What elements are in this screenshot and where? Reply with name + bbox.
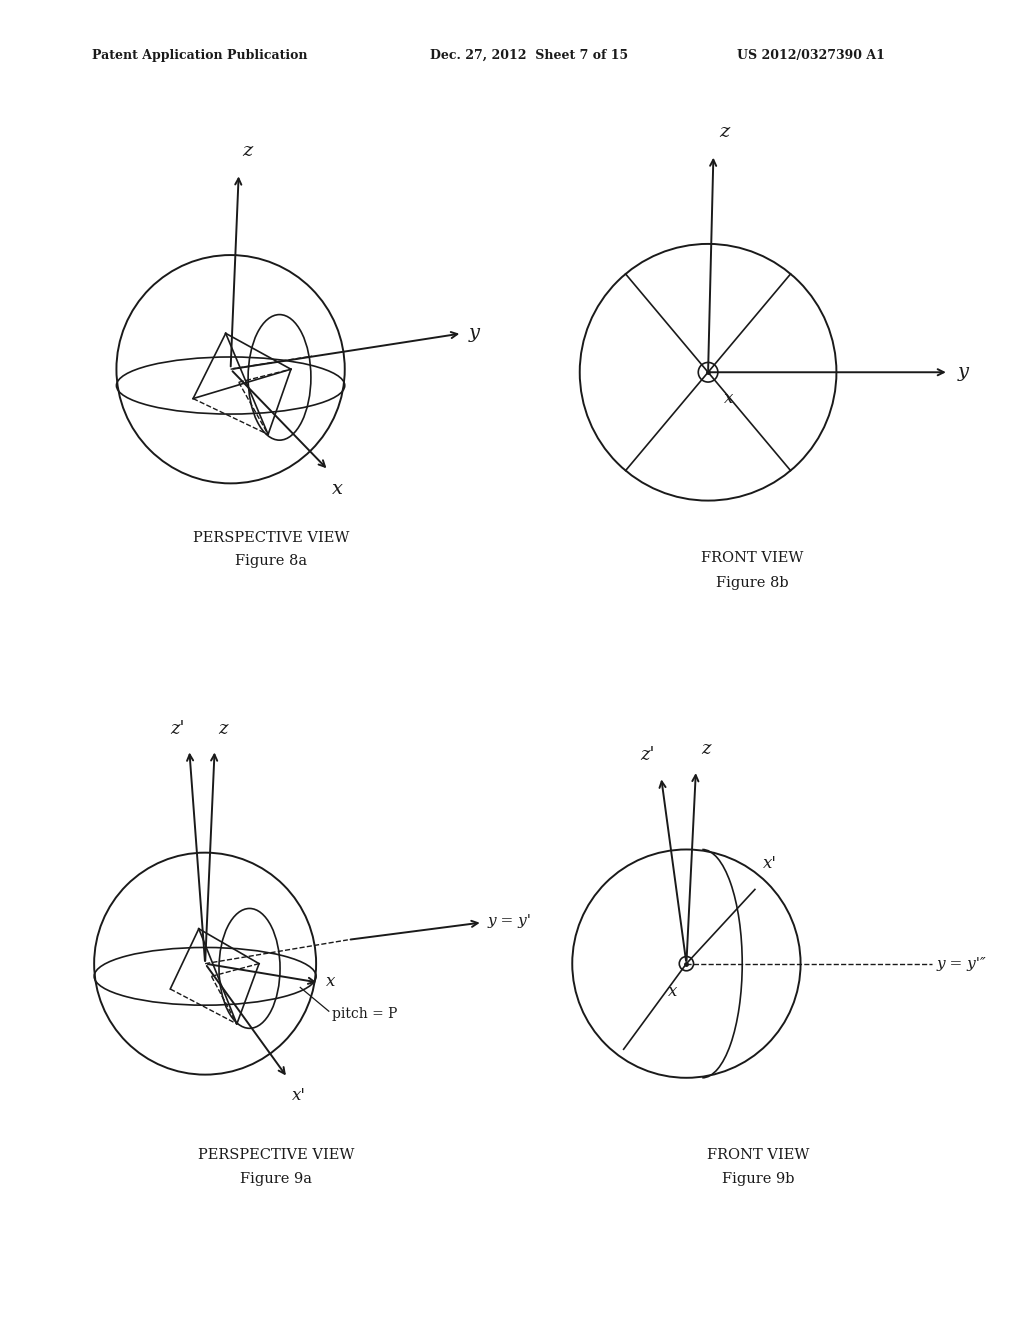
- Text: z': z': [170, 721, 184, 738]
- Text: y = y'″: y = y'″: [937, 957, 987, 970]
- Text: x: x: [326, 973, 335, 990]
- Text: z: z: [719, 123, 729, 140]
- Text: pitch = P: pitch = P: [332, 1007, 397, 1022]
- Text: Figure 9a: Figure 9a: [241, 1172, 312, 1185]
- Text: US 2012/0327390 A1: US 2012/0327390 A1: [737, 49, 885, 62]
- Text: x': x': [292, 1088, 306, 1105]
- Text: FRONT VIEW: FRONT VIEW: [707, 1148, 809, 1162]
- Text: PERSPECTIVE VIEW: PERSPECTIVE VIEW: [194, 532, 349, 545]
- Text: x': x': [763, 854, 776, 871]
- Text: x: x: [724, 391, 733, 407]
- Text: z: z: [242, 143, 252, 161]
- Text: y = y': y = y': [487, 913, 531, 928]
- Text: z: z: [218, 721, 227, 738]
- Text: Figure 8a: Figure 8a: [236, 554, 307, 568]
- Text: Dec. 27, 2012  Sheet 7 of 15: Dec. 27, 2012 Sheet 7 of 15: [430, 49, 628, 62]
- Text: z: z: [700, 739, 711, 758]
- Text: y: y: [469, 325, 479, 342]
- Text: Patent Application Publication: Patent Application Publication: [92, 49, 307, 62]
- Text: x: x: [668, 982, 677, 999]
- Text: z': z': [640, 746, 654, 764]
- Text: PERSPECTIVE VIEW: PERSPECTIVE VIEW: [199, 1148, 354, 1162]
- Text: Figure 9b: Figure 9b: [722, 1172, 794, 1185]
- Text: FRONT VIEW: FRONT VIEW: [701, 550, 804, 565]
- Text: Figure 8b: Figure 8b: [717, 576, 788, 590]
- Text: x: x: [332, 480, 343, 498]
- Text: y: y: [957, 363, 969, 381]
